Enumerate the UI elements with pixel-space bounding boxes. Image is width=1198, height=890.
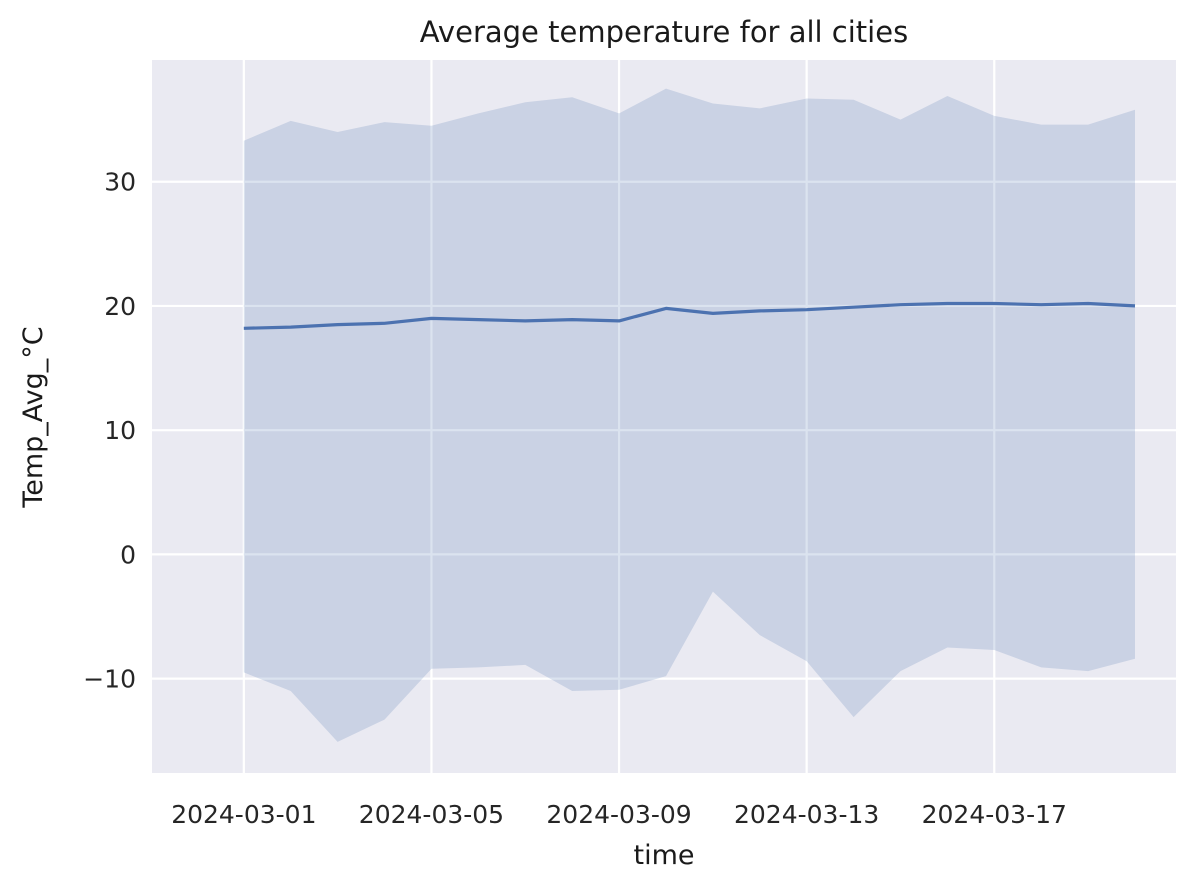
x-axis-ticks: 2024-03-01 2024-03-05 2024-03-09 2024-03-13… — [171, 800, 1067, 829]
x-tick-label: 2024-03-17 — [922, 800, 1067, 829]
x-tick-label: 2024-03-05 — [359, 800, 504, 829]
grid-lines — [152, 60, 1176, 773]
x-tick-label: 2024-03-01 — [171, 800, 316, 829]
y-tick-label: −10 — [83, 665, 136, 694]
series-line — [243, 301, 1136, 330]
y-tick-label: 20 — [104, 292, 136, 321]
x-tick-label: 2024-03-09 — [546, 800, 691, 829]
y-axis-label: Temp_Avg_°C — [18, 326, 49, 508]
y-axis-ticks: 30 20 10 0 −10 — [83, 168, 136, 694]
x-tick-label: 2024-03-13 — [734, 800, 879, 829]
confidence-band — [243, 88, 1136, 742]
plot-area — [152, 60, 1176, 773]
y-tick-label: 10 — [104, 416, 136, 445]
y-tick-label: 30 — [104, 168, 136, 197]
x-axis-label: time — [633, 840, 694, 871]
y-tick-label: 0 — [120, 540, 136, 569]
chart-title: Average temperature for all cities — [420, 15, 908, 49]
